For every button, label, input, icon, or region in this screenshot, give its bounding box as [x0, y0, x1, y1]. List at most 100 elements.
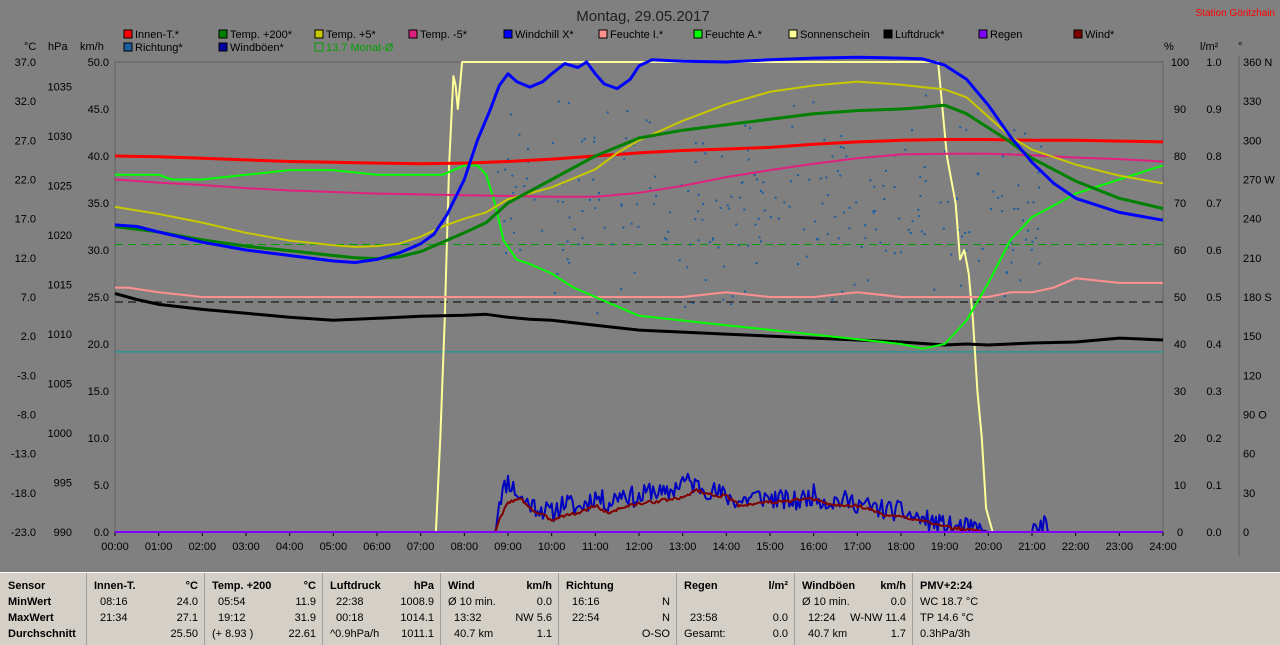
richtung-point [583, 137, 586, 140]
richtung-point [839, 145, 842, 148]
stats-richtung: Richtung 16:16 N 22:54 N O-SO [558, 573, 677, 645]
richtung-point [715, 199, 718, 202]
richtung-point [620, 204, 623, 207]
luftdruck-avg-extra: ^0.9hPa/h [330, 628, 380, 640]
richtung-point [512, 192, 515, 195]
richtung-point [697, 210, 700, 213]
richtung-point [992, 190, 995, 193]
wind-tick-label: 25.0 [88, 292, 109, 304]
richtung-point [747, 244, 750, 247]
regen-max: 0.0 [772, 612, 788, 624]
temp-tick-label: -8.0 [17, 410, 36, 422]
richtung-point [702, 202, 705, 205]
windboeen-min: 0.0 [890, 596, 906, 608]
richtung-point [1040, 145, 1043, 148]
axis-unit-labels: °C hPa km/h % l/m² ° [24, 41, 1242, 53]
richtung-point [620, 203, 623, 206]
richtung-point [648, 121, 651, 124]
legend-swatch [123, 42, 133, 52]
richtung-point [581, 140, 584, 143]
x-tick-label: 23:00 [1106, 541, 1134, 553]
richtung-point [989, 208, 992, 211]
richtung-point [774, 196, 777, 199]
wind-unit: km/h [526, 580, 552, 592]
richtung-point [823, 138, 826, 141]
richtung-point [743, 208, 746, 211]
richtung-point [704, 279, 707, 282]
richtung-point [1013, 129, 1016, 132]
richtung-point [737, 244, 740, 247]
x-tick-label: 15:00 [756, 541, 784, 553]
richtung-point [678, 259, 681, 262]
richtung-point [556, 272, 559, 275]
degree-tick-label: 330 [1243, 96, 1261, 108]
richtung-point [620, 288, 623, 291]
richtung-point [573, 228, 576, 231]
percent-unit-label: % [1164, 41, 1174, 53]
temp200-unit: °C [303, 580, 316, 592]
wind-min: 0.0 [536, 596, 552, 608]
legend-label: Windböen* [230, 42, 285, 54]
richtung-point [911, 220, 914, 223]
luftdruck-unit: hPa [413, 580, 434, 592]
x-tick-label: 14:00 [713, 541, 741, 553]
temp-tick-label: -13.0 [11, 449, 36, 461]
rain-tick-label: 1.0 [1206, 57, 1221, 69]
weather-chart: Montag, 29.05.2017 Station Göritzhain In… [11, 8, 1275, 556]
wind-tick-label: 15.0 [88, 386, 109, 398]
wind-tick-label: 10.0 [88, 433, 109, 445]
richtung-point [684, 305, 687, 308]
legend-label: Temp. -5* [420, 29, 468, 41]
regen-title: Regen [684, 580, 718, 592]
richtung-point [790, 180, 793, 183]
richtung-point [701, 142, 704, 145]
x-tick-label: 21:00 [1018, 541, 1046, 553]
wind-tick-label: 20.0 [88, 339, 109, 351]
richtung-point [730, 195, 733, 198]
richtung-point [805, 255, 808, 258]
richtung-point [497, 170, 500, 173]
richtung-point [872, 211, 875, 214]
temp200-max-time: 19:12 [218, 612, 246, 624]
richtung-point [523, 185, 526, 188]
richtung-point [837, 237, 840, 240]
richtung-point [551, 141, 554, 144]
pressure-tick-label: 1035 [48, 82, 72, 94]
statistics-panel: Sensor MinWert MaxWert Durchschnitt Inne… [0, 572, 1280, 645]
richtung-point [841, 290, 844, 293]
richtung-point [879, 241, 882, 244]
richtung-point [977, 173, 980, 176]
percent-tick-label: 10 [1174, 480, 1186, 492]
richtung-point [596, 312, 599, 315]
windboeen-max: W-NW 11.4 [850, 612, 906, 624]
sensor-header: Sensor [8, 580, 46, 592]
percent-tick-label: 40 [1174, 339, 1186, 351]
richtung-point [919, 195, 922, 198]
wind-avg-extra: 40.7 km [454, 628, 494, 640]
x-tick-label: 07:00 [407, 541, 435, 553]
richtung-point [1034, 237, 1037, 240]
richtung-point [893, 252, 896, 255]
richtung-point [959, 284, 962, 287]
x-tick-label: 03:00 [232, 541, 260, 553]
richtung-point [831, 298, 834, 301]
richtung-point [845, 155, 848, 158]
wind-title: Wind [448, 580, 475, 592]
degree-tick-label: 180 S [1243, 292, 1272, 304]
degree-tick-label: 360 N [1243, 57, 1272, 69]
richtung-point [566, 258, 569, 261]
x-tick-label: 04:00 [276, 541, 304, 553]
richtung-point [533, 198, 536, 201]
series-feuchte-i- [115, 277, 1163, 298]
x-tick-label: 10:00 [538, 541, 566, 553]
richtung-point [729, 303, 732, 306]
richtung-point [645, 119, 648, 122]
temp-tick-label: 7.0 [21, 292, 36, 304]
pressure-tick-label: 1010 [48, 329, 72, 341]
richtung-point [924, 94, 927, 97]
wind-tick-label: 35.0 [88, 198, 109, 210]
innen-min: 24.0 [176, 596, 198, 608]
legend-label: Feuchte A.* [705, 29, 763, 41]
richtung-point [812, 101, 815, 104]
richtung-point [968, 231, 971, 234]
